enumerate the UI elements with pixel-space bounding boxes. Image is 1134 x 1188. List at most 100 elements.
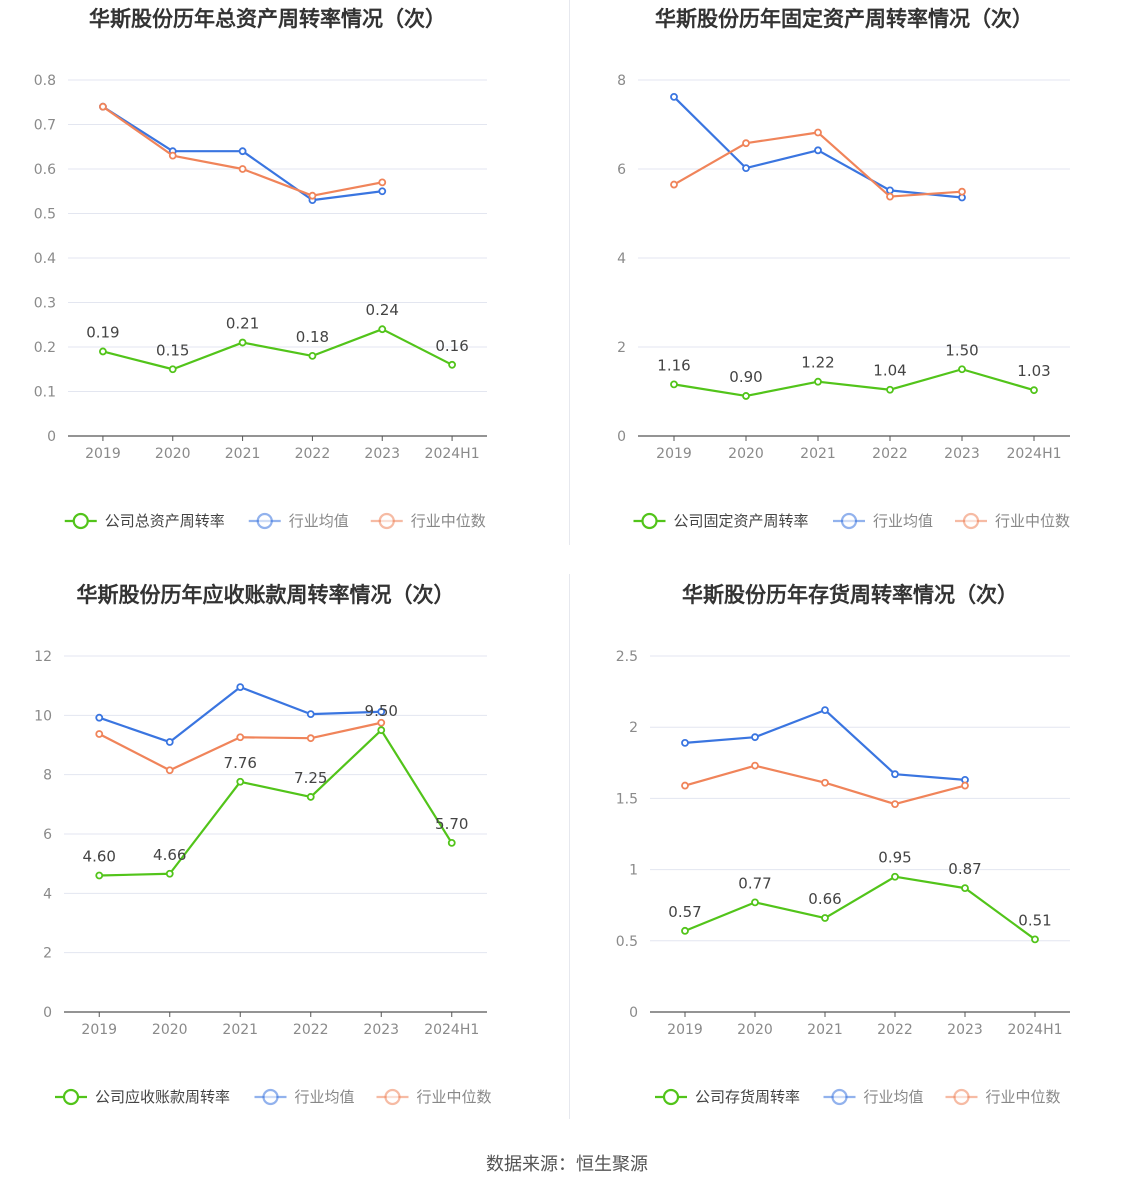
legend-marker	[953, 1088, 970, 1106]
data-point	[1031, 935, 1039, 944]
x-tick-label: 2019	[656, 446, 692, 462]
legend-item: 行业中位数	[376, 1088, 492, 1106]
legend-label: 公司总资产周转率	[105, 512, 225, 530]
x-tick-label: 2021	[807, 1022, 843, 1038]
legend-marker	[72, 512, 89, 530]
x-tick-label: 2021	[800, 446, 836, 462]
x-tick-label: 2022	[295, 446, 331, 462]
data-point	[1030, 386, 1038, 395]
data-point	[95, 730, 104, 738]
chart-title: 华斯股份历年存货周转率情况（次）	[682, 583, 1018, 607]
data-label: 0.18	[296, 328, 329, 346]
chart-panel-inventory-turnover: 华斯股份历年存货周转率情况（次） 0 0.5 1 1.5 2 2.5 2019 2020 2021…	[570, 576, 1134, 1146]
data-label: 0.66	[808, 890, 841, 908]
data-point	[886, 385, 894, 394]
legend-label: 行业均值	[289, 512, 349, 530]
chart-title: 华斯股份历年总资产周转率情况（次）	[89, 7, 446, 31]
data-point	[681, 738, 689, 747]
y-tick-label: 8	[43, 768, 52, 784]
data-point	[814, 146, 822, 155]
data-point	[238, 165, 247, 173]
divider-top	[569, 0, 570, 545]
x-tick-label: 2019	[667, 1022, 703, 1038]
x-tick-label: 2024H1	[424, 1022, 479, 1038]
legend-label: 行业均值	[873, 512, 933, 530]
data-point	[886, 192, 894, 201]
data-point	[751, 761, 759, 770]
x-tick-label: 2023	[947, 1022, 983, 1038]
data-point	[377, 718, 386, 727]
x-tick-label: 2024H1	[1007, 1022, 1062, 1038]
data-label: 0.15	[156, 341, 189, 359]
data-label: 0.57	[668, 903, 701, 921]
data-point	[306, 710, 315, 719]
data-point	[891, 872, 899, 881]
legend-item: 行业均值	[833, 512, 933, 530]
data-label: 7.25	[294, 769, 327, 787]
data-label: 4.66	[153, 846, 186, 864]
x-tick-label: 2022	[293, 1022, 329, 1038]
data-point	[821, 914, 829, 922]
y-tick-label: 2	[43, 946, 52, 962]
data-point	[306, 793, 315, 801]
y-tick-label: 0	[47, 429, 56, 445]
data-label: 0.16	[435, 337, 468, 355]
legend-label: 行业中位数	[986, 1088, 1061, 1106]
x-tick-label: 2024H1	[1006, 446, 1061, 462]
y-tick-label: 12	[34, 649, 52, 665]
data-point	[961, 781, 969, 790]
data-point	[165, 738, 174, 746]
data-source-footer: 数据来源：恒生聚源	[486, 1154, 648, 1175]
chart-svg-receivables-turnover: 华斯股份历年应收账款周转率情况（次） 0 2 4 6 8 10 12 2019 2020 2021 2…	[34, 583, 492, 1106]
data-point	[447, 838, 456, 847]
x-tick-label: 2022	[877, 1022, 913, 1038]
series-line	[102, 328, 453, 371]
legend-marker	[256, 512, 273, 530]
data-point	[448, 360, 456, 369]
y-tick-label: 6	[43, 827, 52, 843]
data-point	[378, 325, 387, 334]
data-point	[165, 766, 174, 775]
legend-marker	[831, 1088, 848, 1106]
series-line	[673, 368, 1035, 398]
data-point	[168, 365, 177, 374]
legend-label: 行业中位数	[411, 512, 486, 530]
y-tick-label: 0	[629, 1005, 638, 1021]
data-point	[377, 726, 386, 735]
x-tick-label: 2021	[225, 446, 261, 462]
data-point	[814, 128, 822, 137]
chart-panel-total-asset-turnover: 华斯股份历年总资产周转率情况（次） 0 0.1 0.2 0.3 0.4 0.5 0.6 0.7 0…	[0, 0, 567, 570]
legend-item: 行业中位数	[955, 512, 1070, 530]
x-tick-label: 2023	[944, 446, 980, 462]
legend-item: 公司固定资产周转率	[633, 512, 809, 530]
data-label: 0.24	[366, 301, 399, 319]
data-point	[168, 151, 177, 160]
y-tick-label: 6	[617, 162, 626, 178]
legend-label: 行业中位数	[995, 512, 1070, 530]
data-label: 0.51	[1018, 911, 1051, 929]
series-line	[684, 875, 1036, 941]
legend-item: 公司应收账款周转率	[55, 1088, 230, 1106]
data-point	[99, 102, 107, 111]
data-point	[99, 347, 107, 356]
data-point	[95, 713, 104, 722]
data-label: 0.87	[948, 860, 981, 878]
data-point	[236, 683, 245, 692]
y-tick-label: 0.4	[34, 251, 56, 267]
y-tick-label: 2.5	[616, 649, 638, 665]
data-point	[891, 800, 899, 808]
legend-marker	[378, 512, 395, 530]
x-tick-label: 2019	[81, 1022, 117, 1038]
legend-marker	[962, 512, 980, 530]
x-tick-label: 2019	[85, 446, 121, 462]
data-label: 5.70	[435, 815, 468, 833]
data-label: 9.50	[365, 702, 398, 720]
data-point	[378, 178, 387, 187]
y-tick-label: 10	[34, 708, 52, 724]
chart-panel-fixed-asset-turnover: 华斯股份历年固定资产周转率情况（次） 0 2 4 6 8 2019 2020 2021 2022 2…	[570, 0, 1134, 570]
data-point	[886, 186, 894, 195]
y-tick-label: 0.7	[34, 118, 56, 134]
x-tick-label: 2020	[737, 1022, 773, 1038]
legend-marker	[662, 1088, 680, 1106]
